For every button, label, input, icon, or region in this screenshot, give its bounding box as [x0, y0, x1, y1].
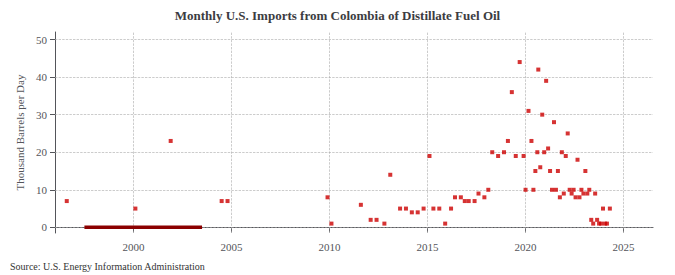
svg-text:Source: U.S. Energy Informatio: Source: U.S. Energy Information Administ…: [10, 261, 205, 272]
svg-text:2020: 2020: [515, 241, 538, 253]
svg-text:Monthly U.S. Imports from Colo: Monthly U.S. Imports from Colombia of Di…: [175, 8, 501, 23]
svg-text:2010: 2010: [318, 241, 341, 253]
svg-text:0: 0: [42, 221, 48, 233]
svg-text:2005: 2005: [220, 241, 243, 253]
svg-text:2025: 2025: [613, 241, 636, 253]
svg-text:2000: 2000: [122, 241, 145, 253]
svg-text:50: 50: [36, 34, 48, 46]
svg-text:2015: 2015: [417, 241, 440, 253]
svg-text:20: 20: [36, 146, 48, 158]
svg-text:10: 10: [36, 184, 48, 196]
svg-text:30: 30: [36, 109, 48, 121]
svg-text:Thousand Barrels per Day: Thousand Barrels per Day: [14, 74, 26, 190]
svg-text:40: 40: [36, 71, 48, 83]
